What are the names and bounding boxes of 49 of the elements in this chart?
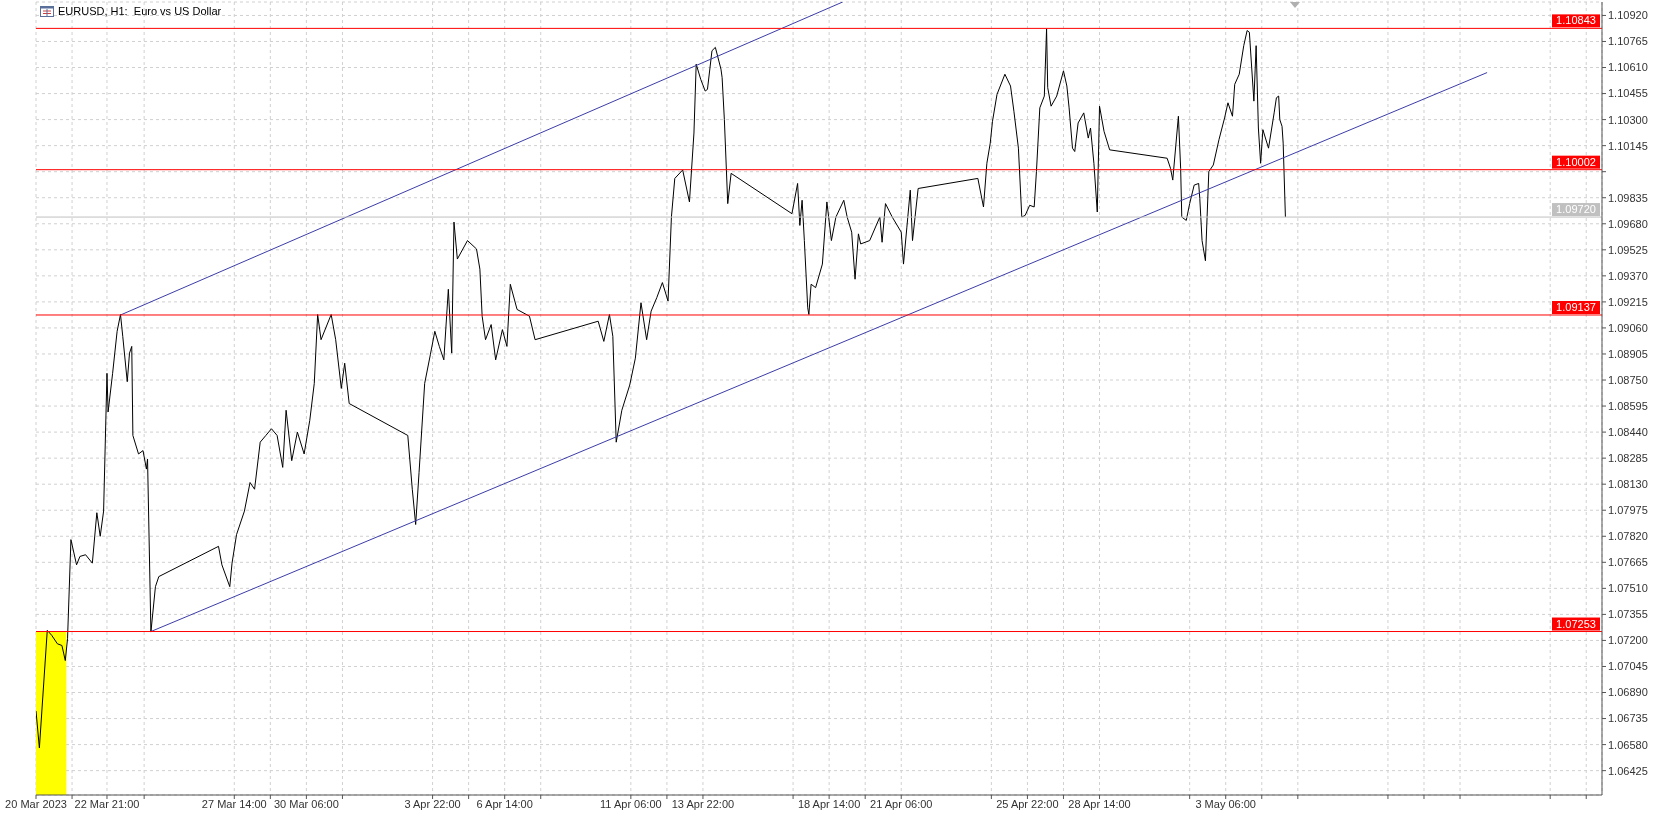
y-tick-label: 1.06735 bbox=[1608, 712, 1648, 725]
y-tick-label: 1.10300 bbox=[1608, 113, 1648, 126]
y-tick-label: 1.10455 bbox=[1608, 87, 1648, 100]
ref-line-label: 1.10843 bbox=[1556, 14, 1596, 27]
y-tick-label: 1.06580 bbox=[1608, 738, 1648, 751]
line-series bbox=[36, 28, 1286, 749]
x-tick-label: 27 Mar 14:00 bbox=[201, 797, 267, 810]
y-tick-label: 1.07510 bbox=[1608, 582, 1648, 595]
x-tick-label: 3 May 06:00 bbox=[1195, 797, 1256, 810]
y-tick-label: 1.07665 bbox=[1608, 556, 1648, 569]
x-tick-label: 20 Mar 2023 bbox=[5, 797, 67, 810]
y-tick-label: 1.06890 bbox=[1608, 686, 1648, 699]
ref-line-label: 1.07253 bbox=[1556, 617, 1596, 630]
y-tick-label: 1.10145 bbox=[1608, 139, 1648, 152]
x-tick-label: 13 Apr 22:00 bbox=[671, 797, 735, 810]
x-tick-label: 11 Apr 06:00 bbox=[600, 797, 662, 810]
y-tick-label: 1.08595 bbox=[1608, 399, 1648, 412]
y-tick-label: 1.09680 bbox=[1608, 217, 1648, 230]
x-tick-label: 3 Apr 22:00 bbox=[404, 797, 461, 810]
y-tick-label: 1.10920 bbox=[1608, 9, 1648, 22]
y-tick-label: 1.09835 bbox=[1608, 191, 1648, 204]
y-tick-label: 1.07355 bbox=[1608, 608, 1648, 621]
y-tick-label: 1.09370 bbox=[1608, 269, 1648, 282]
y-tick-label: 1.07975 bbox=[1608, 504, 1648, 517]
y-tick-label: 1.08285 bbox=[1608, 452, 1648, 465]
x-tick-label: 18 Apr 14:00 bbox=[797, 797, 861, 810]
y-tick-label: 1.08905 bbox=[1608, 347, 1648, 360]
x-tick-label: 6 Apr 14:00 bbox=[476, 797, 533, 810]
y-tick-label: 1.07045 bbox=[1608, 660, 1648, 673]
x-tick-label: 21 Apr 06:00 bbox=[870, 797, 933, 810]
y-tick-label: 1.06425 bbox=[1608, 764, 1648, 777]
ref-line-label: 1.09137 bbox=[1556, 301, 1596, 313]
x-tick-label: 28 Apr 14:00 bbox=[1068, 797, 1131, 810]
ref-line-label: 1.09720 bbox=[1556, 203, 1596, 216]
x-tick-label: 30 Mar 06:00 bbox=[273, 797, 339, 810]
y-tick-label: 1.07820 bbox=[1608, 530, 1648, 543]
y-tick-label: 1.08440 bbox=[1608, 426, 1648, 439]
x-tick-label: 25 Apr 22:00 bbox=[996, 797, 1059, 810]
y-tick-label: 1.07200 bbox=[1608, 634, 1648, 647]
x-tick-label: 22 Mar 21:00 bbox=[74, 797, 140, 810]
y-tick-label: 1.09525 bbox=[1608, 243, 1648, 256]
chart-title: EURUSD, H1: Euro vs US Dollar bbox=[58, 4, 222, 18]
y-tick-label: 1.09060 bbox=[1608, 321, 1648, 334]
y-tick-label: 1.08130 bbox=[1608, 478, 1648, 491]
ref-line-label: 1.10002 bbox=[1556, 155, 1596, 168]
y-tick-label: 1.10610 bbox=[1608, 61, 1648, 74]
y-tick-label: 1.10765 bbox=[1608, 35, 1648, 48]
y-tick-label: 1.08750 bbox=[1608, 373, 1648, 386]
y-tick-label: 1.09215 bbox=[1608, 295, 1648, 308]
